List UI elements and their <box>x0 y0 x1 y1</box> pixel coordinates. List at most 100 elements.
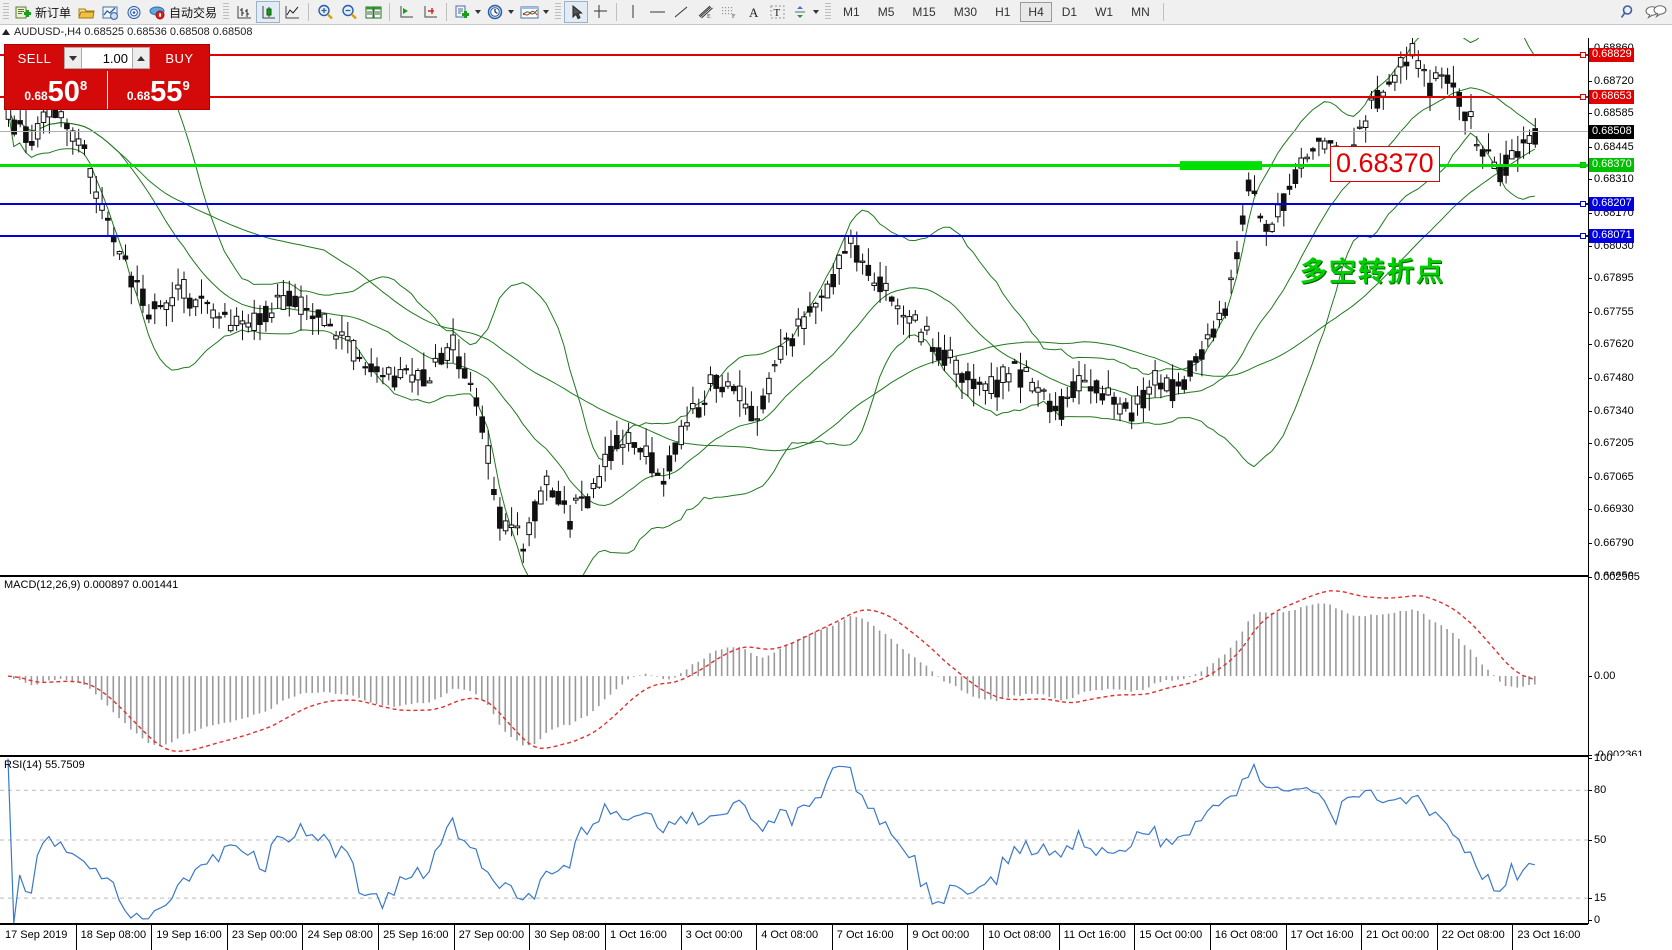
fibo-icon: E <box>698 5 713 20</box>
trade-panel-header: SELL 1.00 BUY <box>5 45 209 71</box>
one-click-trading-panel[interactable]: SELL 1.00 BUY 0.68 50 8 0.68 55 9 <box>4 44 210 110</box>
level-line[interactable] <box>0 163 1588 167</box>
time-tick-label: 23 Oct 16:00 <box>1517 929 1581 941</box>
candlestick-chart-button[interactable] <box>256 1 281 23</box>
volume-stepper[interactable]: 1.00 <box>64 47 150 69</box>
folder-button[interactable] <box>74 1 98 23</box>
level-line[interactable] <box>0 53 1588 56</box>
timeframe-h1[interactable]: H1 <box>995 5 1011 19</box>
chat-button[interactable] <box>1640 1 1672 23</box>
time-tick-label: 17 Oct 16:00 <box>1290 929 1354 941</box>
crosshair-tool-button[interactable] <box>588 1 612 23</box>
time-separator <box>453 925 455 950</box>
market-watch-icon <box>102 6 118 20</box>
chart-text-annotation[interactable]: 多空转折点 <box>1300 256 1445 288</box>
timeframe-d1[interactable]: D1 <box>1061 5 1078 19</box>
price-level-label[interactable]: 0.68829 <box>1589 47 1634 62</box>
time-tick-label: 16 Oct 08:00 <box>1214 929 1278 941</box>
level-line[interactable] <box>0 96 1588 99</box>
price-level-label[interactable]: 0.68508 <box>1589 124 1634 139</box>
timeframe-w1[interactable]: W1 <box>1095 5 1114 19</box>
level-line[interactable] <box>0 202 1588 205</box>
hline-tool-button[interactable] <box>645 1 669 23</box>
macd-pane[interactable]: MACD(12,26,9) 0.000897 0.001441 <box>0 576 1588 756</box>
level-line[interactable] <box>0 130 1588 132</box>
label-tool-button[interactable]: T <box>765 1 789 23</box>
new-order-button[interactable]: 新订单 <box>12 1 74 23</box>
toolbar-grip-2[interactable] <box>223 3 230 21</box>
text-tool-button[interactable]: A <box>741 1 765 23</box>
svg-text:E: E <box>707 14 711 20</box>
period-button[interactable] <box>484 1 517 23</box>
indicators-button[interactable] <box>451 1 484 23</box>
price-chart-svg <box>5 38 1539 575</box>
timeframe-m1[interactable]: M1 <box>843 5 860 19</box>
rsi-tick-label: 100 <box>1594 752 1613 764</box>
collapse-icon[interactable] <box>2 28 10 35</box>
fibo-tool-button[interactable]: E <box>693 1 717 23</box>
timeframe-m15[interactable]: M15 <box>912 5 936 19</box>
price-annotation-box[interactable]: 0.68370 <box>1330 145 1440 182</box>
price-level-label[interactable]: 0.68071 <box>1589 229 1634 244</box>
sell-price[interactable]: 0.68 50 8 <box>5 71 107 109</box>
price-level-label[interactable]: 0.68370 <box>1589 157 1634 172</box>
volume-decrease-button[interactable] <box>64 47 82 69</box>
time-separator <box>226 925 228 950</box>
toolbar-grip-4[interactable] <box>825 3 832 21</box>
time-tick-label: 27 Sep 00:00 <box>458 929 525 941</box>
channel-tool-button[interactable]: F <box>717 1 741 23</box>
price-tick-label: 0.68720 <box>1594 75 1634 88</box>
toolbar-grip[interactable] <box>3 3 9 21</box>
templates-button[interactable] <box>517 1 552 23</box>
level-line[interactable] <box>0 235 1588 238</box>
zoom-in-button[interactable] <box>313 1 337 23</box>
zoom-out-button[interactable] <box>337 1 361 23</box>
toolbar-grip-3[interactable] <box>555 3 562 21</box>
sell-button[interactable]: SELL <box>17 50 52 66</box>
time-separator <box>302 925 304 950</box>
trendline-tool-button[interactable] <box>669 1 693 23</box>
rsi-pane[interactable]: RSI(14) 55.7509 <box>0 756 1588 924</box>
level-anchor[interactable] <box>1580 51 1586 58</box>
level-anchor[interactable] <box>1580 233 1586 240</box>
tile-windows-button[interactable] <box>361 1 385 23</box>
time-separator <box>680 925 682 950</box>
price-level-label[interactable]: 0.68207 <box>1589 196 1634 211</box>
timeframe-m30[interactable]: M30 <box>953 5 978 19</box>
navigator-button[interactable] <box>122 1 146 23</box>
chevron-down-icon[interactable] <box>475 10 482 14</box>
chart-area[interactable]: 0.688600.687200.685850.684450.683100.681… <box>0 38 1672 950</box>
auto-trading-button[interactable]: 自动交易 <box>146 1 220 23</box>
bar-chart-button[interactable] <box>232 1 256 23</box>
price-pane[interactable] <box>0 38 1588 576</box>
level-anchor[interactable] <box>1580 94 1586 101</box>
shift-start-button[interactable] <box>394 1 418 23</box>
cursor-tool-button[interactable] <box>564 1 589 23</box>
shapes-tool-button[interactable] <box>789 1 822 23</box>
chevron-down-icon-2[interactable] <box>508 10 515 14</box>
volume-input[interactable]: 1.00 <box>82 47 132 69</box>
chevron-down-icon-3[interactable] <box>543 10 550 14</box>
rsi-tick-label: 50 <box>1594 834 1607 846</box>
price-tick <box>1588 113 1592 115</box>
price-tick-label: 0.67480 <box>1594 371 1634 384</box>
chevron-down-icon-4[interactable] <box>813 10 820 14</box>
level-anchor[interactable] <box>1580 161 1586 168</box>
market-watch-button[interactable] <box>98 1 122 23</box>
timeframe-m5[interactable]: M5 <box>877 5 895 19</box>
indicators-icon <box>455 5 470 18</box>
vline-tool-button[interactable] <box>621 1 645 23</box>
time-tick-label: 17 Sep 2019 <box>5 929 68 941</box>
level-anchor[interactable] <box>1580 200 1586 207</box>
timeframe-mn[interactable]: MN <box>1131 5 1150 19</box>
timeframe-h4[interactable]: H4 <box>1020 2 1052 22</box>
time-tick-label: 18 Sep 08:00 <box>80 929 147 941</box>
channel-icon: F <box>721 7 736 20</box>
price-level-label[interactable]: 0.68653 <box>1589 90 1634 105</box>
line-chart-button[interactable] <box>280 1 304 23</box>
buy-price[interactable]: 0.68 55 9 <box>106 71 210 109</box>
buy-button[interactable]: BUY <box>165 50 194 66</box>
volume-increase-button[interactable] <box>132 47 150 69</box>
shift-end-button[interactable] <box>418 1 442 23</box>
search-button[interactable] <box>1616 1 1640 23</box>
